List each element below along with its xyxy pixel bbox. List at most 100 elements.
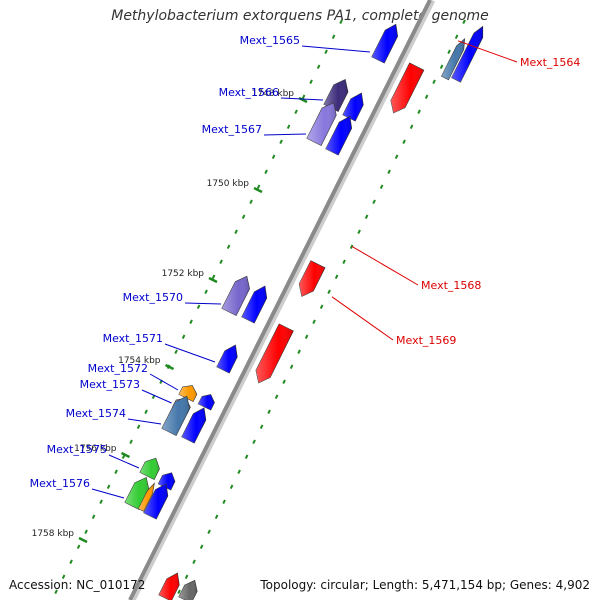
gene-leader-line-reverse bbox=[457, 40, 518, 63]
gene-label-reverse: Mext_1568 bbox=[421, 279, 481, 292]
gene-leader-line bbox=[91, 488, 125, 499]
tick-mark-right bbox=[439, 64, 444, 70]
gene-arrow-forward bbox=[143, 483, 169, 520]
kbp-label: 1758 kbp bbox=[32, 529, 75, 539]
tick-mark-right bbox=[177, 589, 181, 595]
gene-arrow-companion bbox=[137, 482, 155, 512]
gene-arrow-forward-shading bbox=[198, 394, 215, 411]
tick-mark-right bbox=[334, 274, 339, 280]
kbp-major-tick bbox=[120, 451, 131, 459]
gene-label-reverse: Mext_1569 bbox=[396, 334, 456, 347]
gene-arrow-mext_1570-shading bbox=[221, 276, 250, 316]
tick-mark-right bbox=[432, 79, 436, 85]
gene-leader-line bbox=[301, 45, 371, 53]
tick-mark-left bbox=[61, 574, 66, 580]
gene-arrow-mext_1574-shading bbox=[161, 396, 190, 436]
tick-mark-left bbox=[301, 94, 306, 100]
gene-label-forward: Mext_1572 bbox=[88, 362, 148, 375]
tick-mark-left bbox=[271, 154, 276, 160]
tick-mark-left bbox=[174, 349, 178, 355]
tick-mark-left bbox=[316, 64, 321, 70]
gene-arrow-mext_1566 bbox=[323, 78, 349, 113]
gene-arrow-forward bbox=[325, 115, 353, 156]
gene-arrow-mext_1572-shading bbox=[178, 385, 197, 402]
tick-mark-right bbox=[379, 184, 384, 190]
gene-arrow-forward-shading bbox=[371, 24, 398, 64]
tick-mark-right bbox=[402, 139, 406, 145]
gene-label-forward: Mext_1576 bbox=[30, 477, 90, 490]
tick-mark-left bbox=[76, 544, 81, 550]
gene-arrow-mext_1570 bbox=[221, 275, 250, 317]
tick-mark-right bbox=[229, 484, 234, 490]
tick-mark-left bbox=[99, 499, 103, 505]
tick-mark-left bbox=[84, 529, 88, 535]
tick-mark-left bbox=[226, 244, 231, 250]
gene-label-forward: Mext_1574 bbox=[66, 407, 126, 420]
tick-mark-left bbox=[309, 79, 313, 85]
tick-mark-left bbox=[256, 184, 261, 190]
tick-mark-left bbox=[286, 124, 291, 130]
tick-mark-right bbox=[304, 334, 309, 340]
tick-mark-right bbox=[342, 259, 346, 265]
tick-mark-right bbox=[447, 49, 451, 55]
gene-arrow-mext_1569-shading bbox=[255, 323, 294, 383]
tick-mark-left bbox=[91, 514, 96, 520]
gene-label-forward: Mext_1566 bbox=[219, 86, 279, 99]
tick-mark-right bbox=[349, 244, 354, 250]
gene-label-forward: Mext_1575 bbox=[47, 443, 107, 456]
tick-mark-right bbox=[319, 304, 324, 310]
tick-mark-right bbox=[424, 94, 429, 100]
gene-arrow-forward-top bbox=[451, 25, 484, 83]
gene-arrow-forward bbox=[371, 23, 399, 64]
tick-mark-right bbox=[222, 499, 226, 505]
gene-arrow-mext_1567-shading bbox=[306, 102, 337, 146]
gene-arrow-mext_1566-shading bbox=[323, 79, 348, 112]
tick-mark-right bbox=[259, 424, 264, 430]
tick-mark-left bbox=[324, 49, 328, 55]
kbp-label: 1754 kbp bbox=[118, 356, 161, 366]
gene-arrow-mext_1572 bbox=[178, 385, 198, 403]
tick-mark-right bbox=[364, 214, 369, 220]
gene-arrow-forward bbox=[181, 407, 207, 444]
gene-arrow-forward bbox=[342, 92, 364, 122]
gene-arrow-forward-top-shaded-shading bbox=[441, 38, 465, 80]
tick-mark-right bbox=[244, 454, 249, 460]
tick-mark-left bbox=[279, 139, 283, 145]
tick-mark-left bbox=[136, 424, 141, 430]
kbp-major-tick bbox=[253, 186, 263, 194]
gene-label-forward: Mext_1570 bbox=[123, 291, 183, 304]
gene-leader-line bbox=[184, 302, 222, 305]
kbp-label: 1748 kbp bbox=[252, 89, 295, 99]
tick-mark-right bbox=[394, 154, 399, 160]
gene-leader-line-reverse bbox=[331, 296, 394, 341]
gene-leader-line-reverse bbox=[351, 245, 419, 286]
tick-mark-right bbox=[192, 559, 196, 565]
gene-arrow-forward bbox=[197, 394, 215, 411]
gene-label-forward: Mext_1567 bbox=[202, 123, 262, 136]
tick-mark-left bbox=[331, 34, 336, 40]
kbp-label: 1752 kbp bbox=[162, 269, 205, 279]
gene-arrow-mext_1575 bbox=[139, 457, 160, 481]
gene-leader-line bbox=[149, 373, 179, 391]
gene-arrow-mext_1564 bbox=[390, 62, 425, 114]
tick-mark-right bbox=[199, 544, 204, 550]
tick-mark-right bbox=[387, 169, 391, 175]
kbp-major-tick bbox=[164, 363, 175, 371]
gene-arrow-forward-shading bbox=[216, 345, 238, 374]
tick-mark-left bbox=[106, 484, 111, 490]
gene-arrow-bottom-red-shading bbox=[158, 573, 180, 600]
tick-mark-left bbox=[129, 439, 133, 445]
tick-mark-right bbox=[289, 364, 294, 370]
tick-mark-right bbox=[357, 229, 361, 235]
tick-mark-right bbox=[237, 469, 241, 475]
tick-mark-left bbox=[234, 229, 238, 235]
tick-mark-right bbox=[207, 529, 211, 535]
gene-arrow-forward bbox=[216, 344, 238, 374]
gene-arrow-companion-shading bbox=[138, 483, 155, 512]
map-title: Methylobacterium extorquens PA1, complet… bbox=[111, 8, 489, 24]
tick-mark-left bbox=[249, 199, 253, 205]
tick-mark-right bbox=[312, 319, 316, 325]
gene-arrow-forward-top-shading bbox=[451, 26, 483, 83]
kbp-major-tick bbox=[208, 276, 218, 284]
gene-arrow-forward-shading bbox=[143, 483, 168, 520]
